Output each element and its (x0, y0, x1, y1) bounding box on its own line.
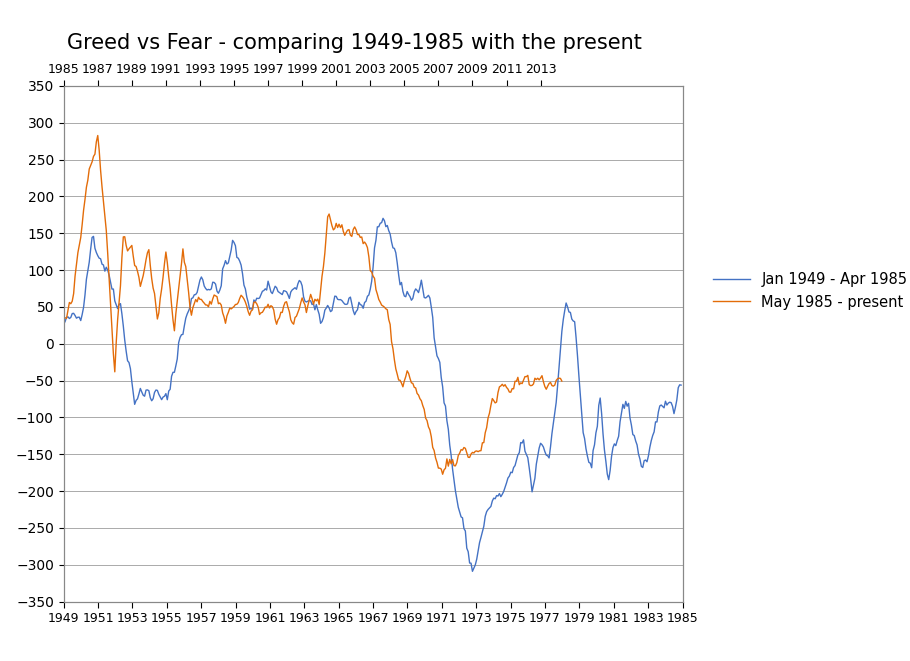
May 1985 - present (106, 325, 117, 333)
May 1985 - present (543, 379, 554, 387)
Line: May 1985 - present: May 1985 - present (64, 136, 561, 474)
Jan 1949 - Apr 1985 (348, 307, 359, 315)
Line: Jan 1949 - Apr 1985: Jan 1949 - Apr 1985 (64, 218, 681, 571)
Legend: Jan 1949 - Apr 1985, May 1985 - present: Jan 1949 - Apr 1985, May 1985 - present (707, 266, 910, 315)
May 1985 - present (58, 313, 69, 321)
May 1985 - present (437, 470, 448, 478)
Jan 1949 - Apr 1985 (188, 291, 199, 299)
Text: Greed vs Fear - comparing 1949-1985 with the present: Greed vs Fear - comparing 1949-1985 with… (67, 33, 642, 53)
Jan 1949 - Apr 1985 (226, 246, 237, 254)
Jan 1949 - Apr 1985 (58, 321, 69, 329)
May 1985 - present (257, 308, 268, 316)
Jan 1949 - Apr 1985 (378, 214, 389, 222)
Jan 1949 - Apr 1985 (337, 297, 348, 305)
May 1985 - present (165, 284, 176, 292)
May 1985 - present (556, 377, 567, 385)
May 1985 - present (267, 303, 278, 311)
Jan 1949 - Apr 1985 (467, 567, 478, 575)
Jan 1949 - Apr 1985 (627, 430, 638, 438)
May 1985 - present (92, 132, 103, 139)
May 1985 - present (162, 258, 173, 266)
Jan 1949 - Apr 1985 (675, 381, 686, 389)
Jan 1949 - Apr 1985 (410, 285, 421, 293)
